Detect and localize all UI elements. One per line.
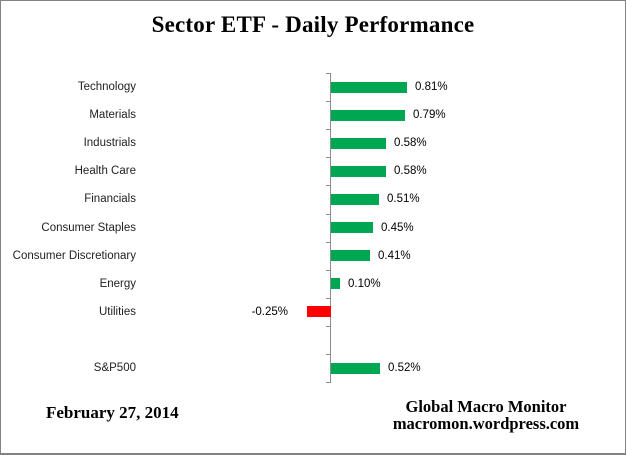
- value-label-consumer-discretionary: 0.41%: [378, 250, 411, 262]
- value-label-utilities: -0.25%: [251, 306, 288, 318]
- value-label-industrials: 0.58%: [394, 137, 427, 149]
- category-label-sandp500: S&P500: [93, 362, 136, 374]
- axis-tick: [326, 129, 331, 130]
- value-label-financials: 0.51%: [387, 193, 420, 205]
- category-label-materials: Materials: [89, 109, 136, 121]
- source-name: Global Macro Monitor: [405, 397, 567, 416]
- date-label: February 27, 2014: [46, 403, 179, 422]
- value-label-energy: 0.10%: [348, 278, 381, 290]
- axis-tick: [326, 242, 331, 243]
- axis-tick: [326, 73, 331, 74]
- axis-tick: [326, 157, 331, 158]
- category-label-consumer-discretionary: Consumer Discretionary: [12, 250, 136, 262]
- category-label-utilities: Utilities: [98, 306, 136, 318]
- bar-industrials: [331, 138, 386, 149]
- category-label-energy: Energy: [99, 278, 136, 290]
- axis-tick: [326, 354, 331, 355]
- bar-sandp500: [331, 363, 380, 374]
- category-label-health-care: Health Care: [74, 165, 136, 177]
- bar-materials: [331, 110, 405, 121]
- category-label-technology: Technology: [77, 81, 136, 93]
- chart-title: Sector ETF - Daily Performance: [151, 12, 475, 37]
- axis-tick: [326, 214, 331, 215]
- axis-tick: [326, 298, 331, 299]
- axis-tick: [326, 326, 331, 327]
- bar-energy: [331, 278, 340, 289]
- category-label-financials: Financials: [84, 193, 136, 205]
- axis-tick: [326, 101, 331, 102]
- axis-tick: [326, 185, 331, 186]
- value-label-materials: 0.79%: [413, 109, 446, 121]
- bar-utilities: [307, 306, 331, 317]
- source-url: macromon.wordpress.com: [392, 414, 580, 433]
- value-label-sandp500: 0.52%: [388, 362, 421, 374]
- bar-consumer-staples: [331, 222, 373, 233]
- category-axis: [330, 73, 331, 384]
- category-label-consumer-staples: Consumer Staples: [41, 222, 136, 234]
- bar-financials: [331, 194, 379, 205]
- source-attribution: Global Macro Monitor macromon.wordpress.…: [376, 398, 596, 432]
- value-label-technology: 0.81%: [415, 81, 448, 93]
- value-label-health-care: 0.58%: [394, 165, 427, 177]
- bar-technology: [331, 82, 407, 93]
- category-label-industrials: Industrials: [83, 137, 136, 149]
- value-label-consumer-staples: 0.45%: [381, 222, 414, 234]
- bar-health-care: [331, 166, 386, 177]
- bar-consumer-discretionary: [331, 250, 370, 261]
- axis-tick: [326, 382, 331, 383]
- axis-tick: [326, 270, 331, 271]
